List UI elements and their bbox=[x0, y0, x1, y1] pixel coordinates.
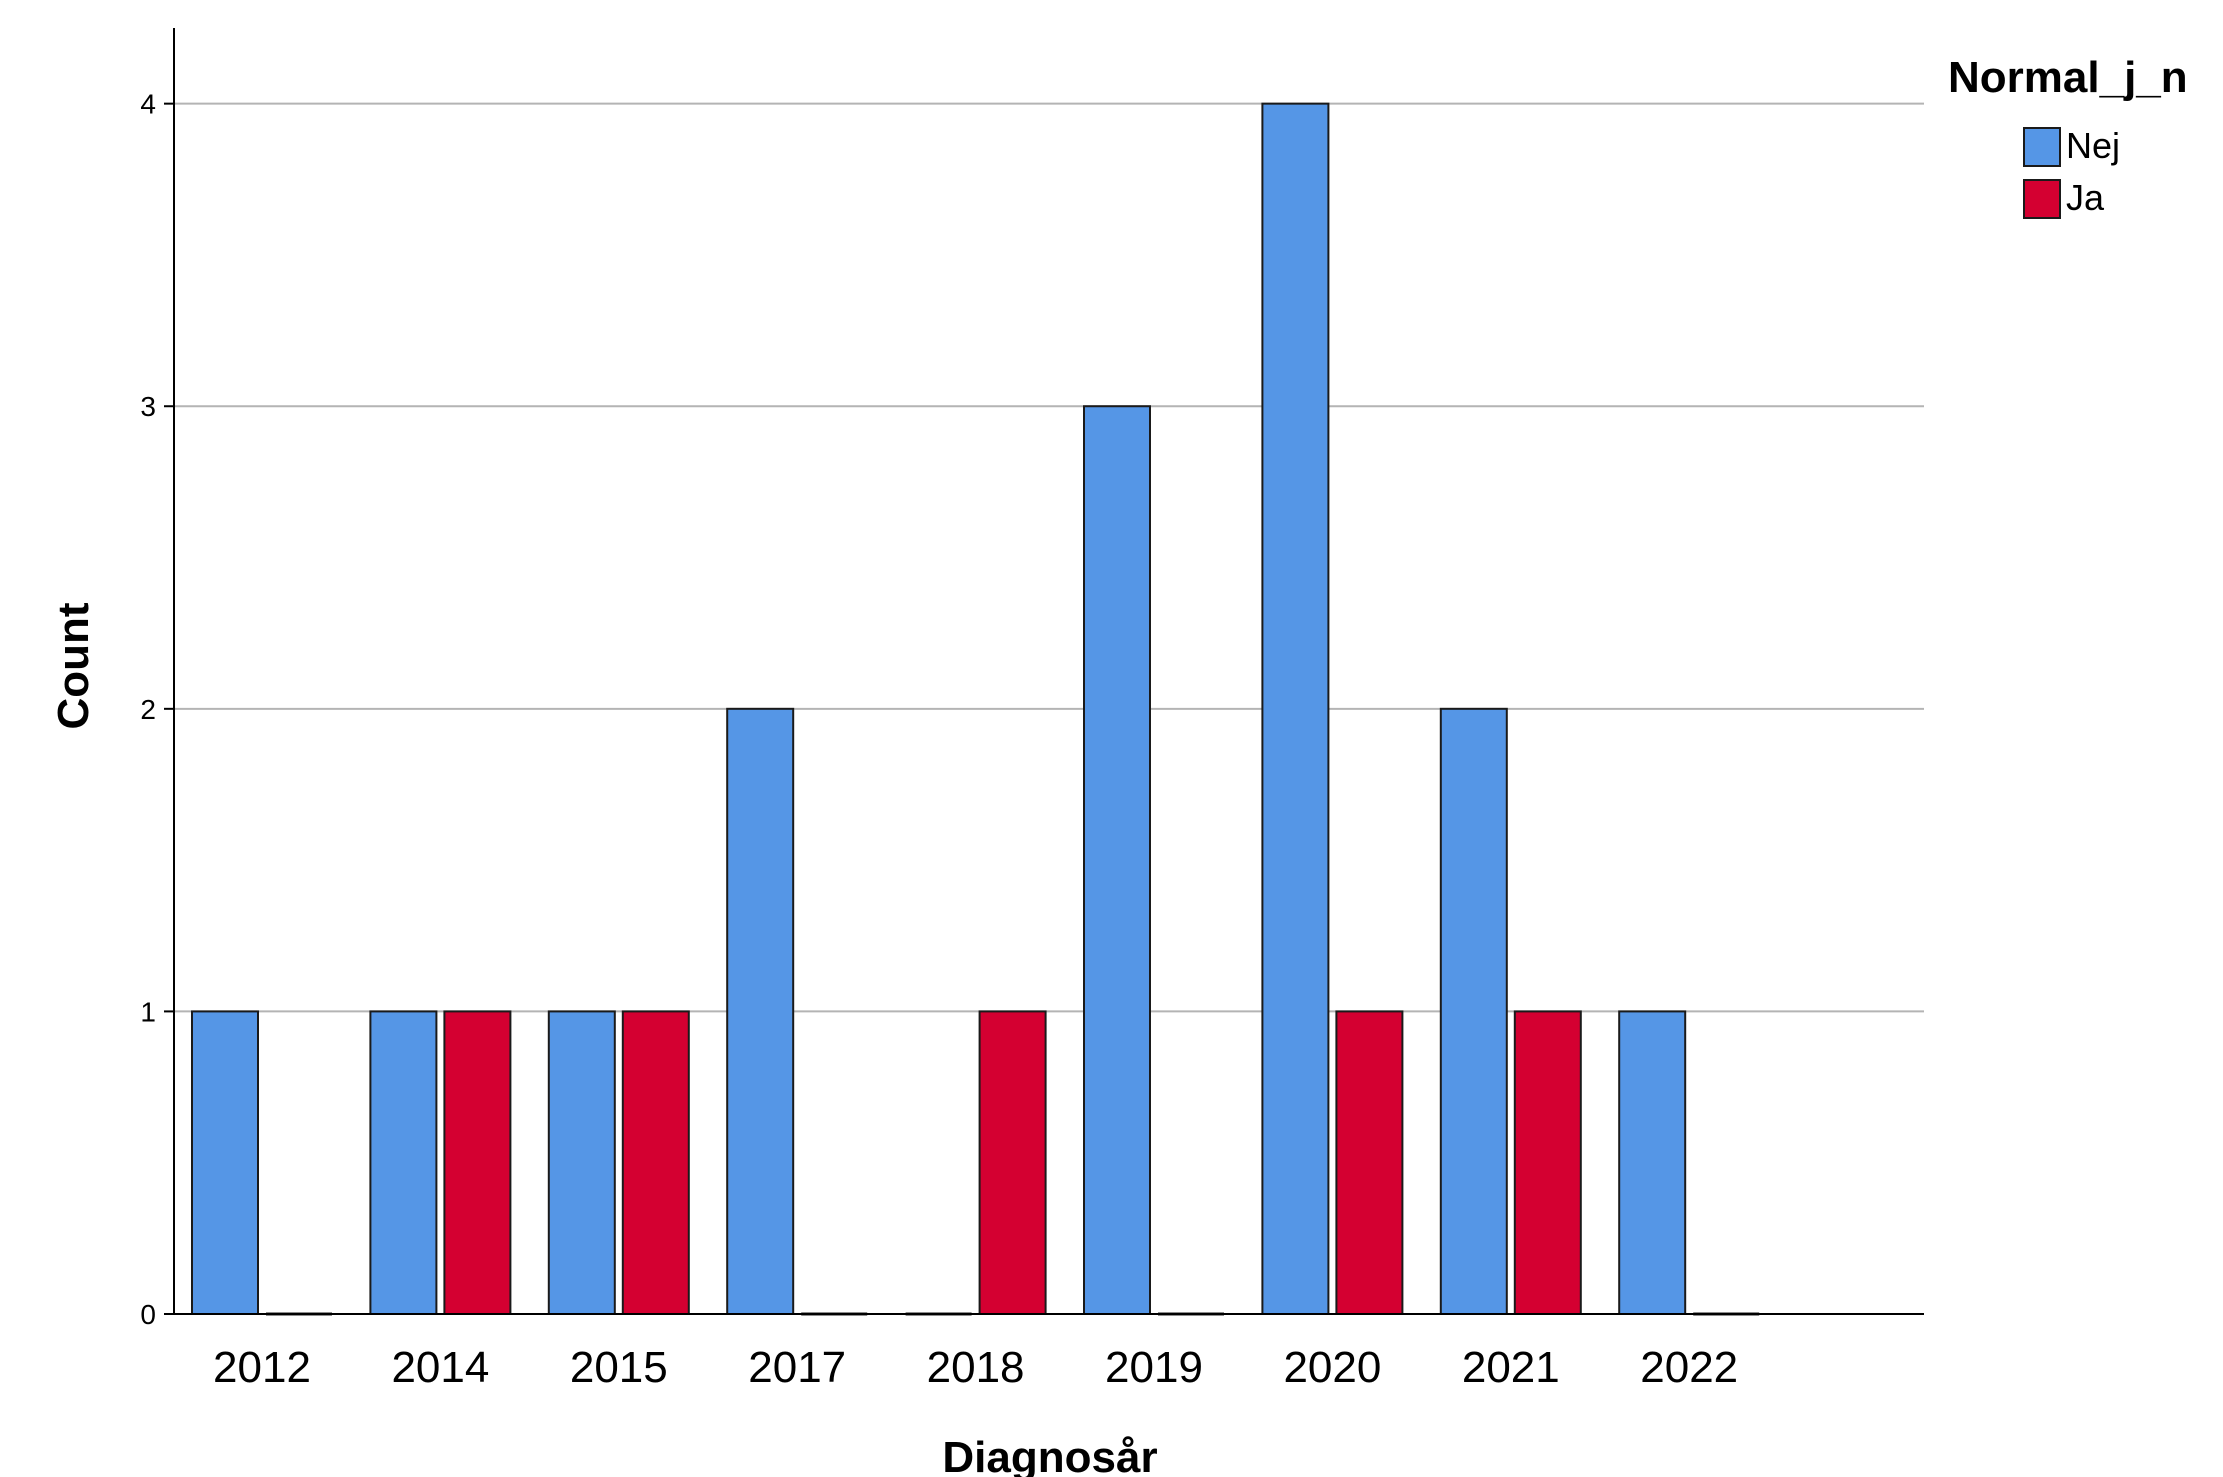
legend-title: Normal_j_n bbox=[1948, 53, 2188, 102]
x-tick-label: 2018 bbox=[927, 1343, 1025, 1392]
bar-nej-2020 bbox=[1261, 102, 1330, 1315]
y-tick-label: 2 bbox=[140, 694, 156, 725]
x-tick-label: 2012 bbox=[213, 1343, 311, 1392]
axes bbox=[164, 28, 1924, 1315]
bar-nej-2012 bbox=[191, 1010, 259, 1315]
legend-swatch-nej bbox=[2023, 127, 2061, 167]
x-tick-label: 2021 bbox=[1462, 1343, 1560, 1392]
y-tick-label: 4 bbox=[140, 89, 156, 120]
y-tick-label: 1 bbox=[140, 996, 156, 1027]
x-tick-label: 2020 bbox=[1283, 1343, 1381, 1392]
grid-lines bbox=[174, 102, 1924, 1013]
x-tick-label: 2019 bbox=[1105, 1343, 1203, 1392]
bar-nej-2019 bbox=[1083, 405, 1151, 1315]
y-tick-labels: 0 1 2 3 4 bbox=[140, 89, 156, 1330]
bar-nej-2015 bbox=[547, 1010, 616, 1315]
bar-ja-2015 bbox=[621, 1010, 690, 1315]
legend-label-ja: Ja bbox=[2066, 177, 2105, 218]
bar-ja-2020 bbox=[1335, 1010, 1404, 1315]
bar-ja-2021 bbox=[1513, 1010, 1582, 1315]
bar-nej-2021 bbox=[1439, 707, 1508, 1315]
legend: Normal_j_n Nej Ja bbox=[1948, 53, 2188, 219]
bar-ja-2018 bbox=[978, 1010, 1047, 1315]
x-tick-label: 2014 bbox=[391, 1343, 489, 1392]
bar-ja-2014 bbox=[443, 1010, 512, 1315]
x-tick-label: 2022 bbox=[1640, 1343, 1738, 1392]
y-axis-title: Count bbox=[49, 602, 98, 729]
legend-swatch-ja bbox=[2023, 179, 2061, 219]
x-tick-label: 2015 bbox=[570, 1343, 668, 1392]
bar-nej-2014 bbox=[369, 1010, 438, 1315]
y-tick-label: 0 bbox=[140, 1299, 156, 1330]
bar-nej-2017 bbox=[726, 707, 795, 1315]
x-tick-label: 2017 bbox=[748, 1343, 846, 1392]
legend-label-nej: Nej bbox=[2066, 125, 2120, 166]
y-tick-label: 3 bbox=[140, 391, 156, 422]
x-tick-labels: 2012 2014 2015 2017 2018 2019 2020 2021 2022 bbox=[213, 1343, 1738, 1392]
bars bbox=[191, 102, 1760, 1316]
bar-nej-2022 bbox=[1618, 1010, 1687, 1315]
x-axis-title: Diagnosår bbox=[942, 1433, 1157, 1477]
